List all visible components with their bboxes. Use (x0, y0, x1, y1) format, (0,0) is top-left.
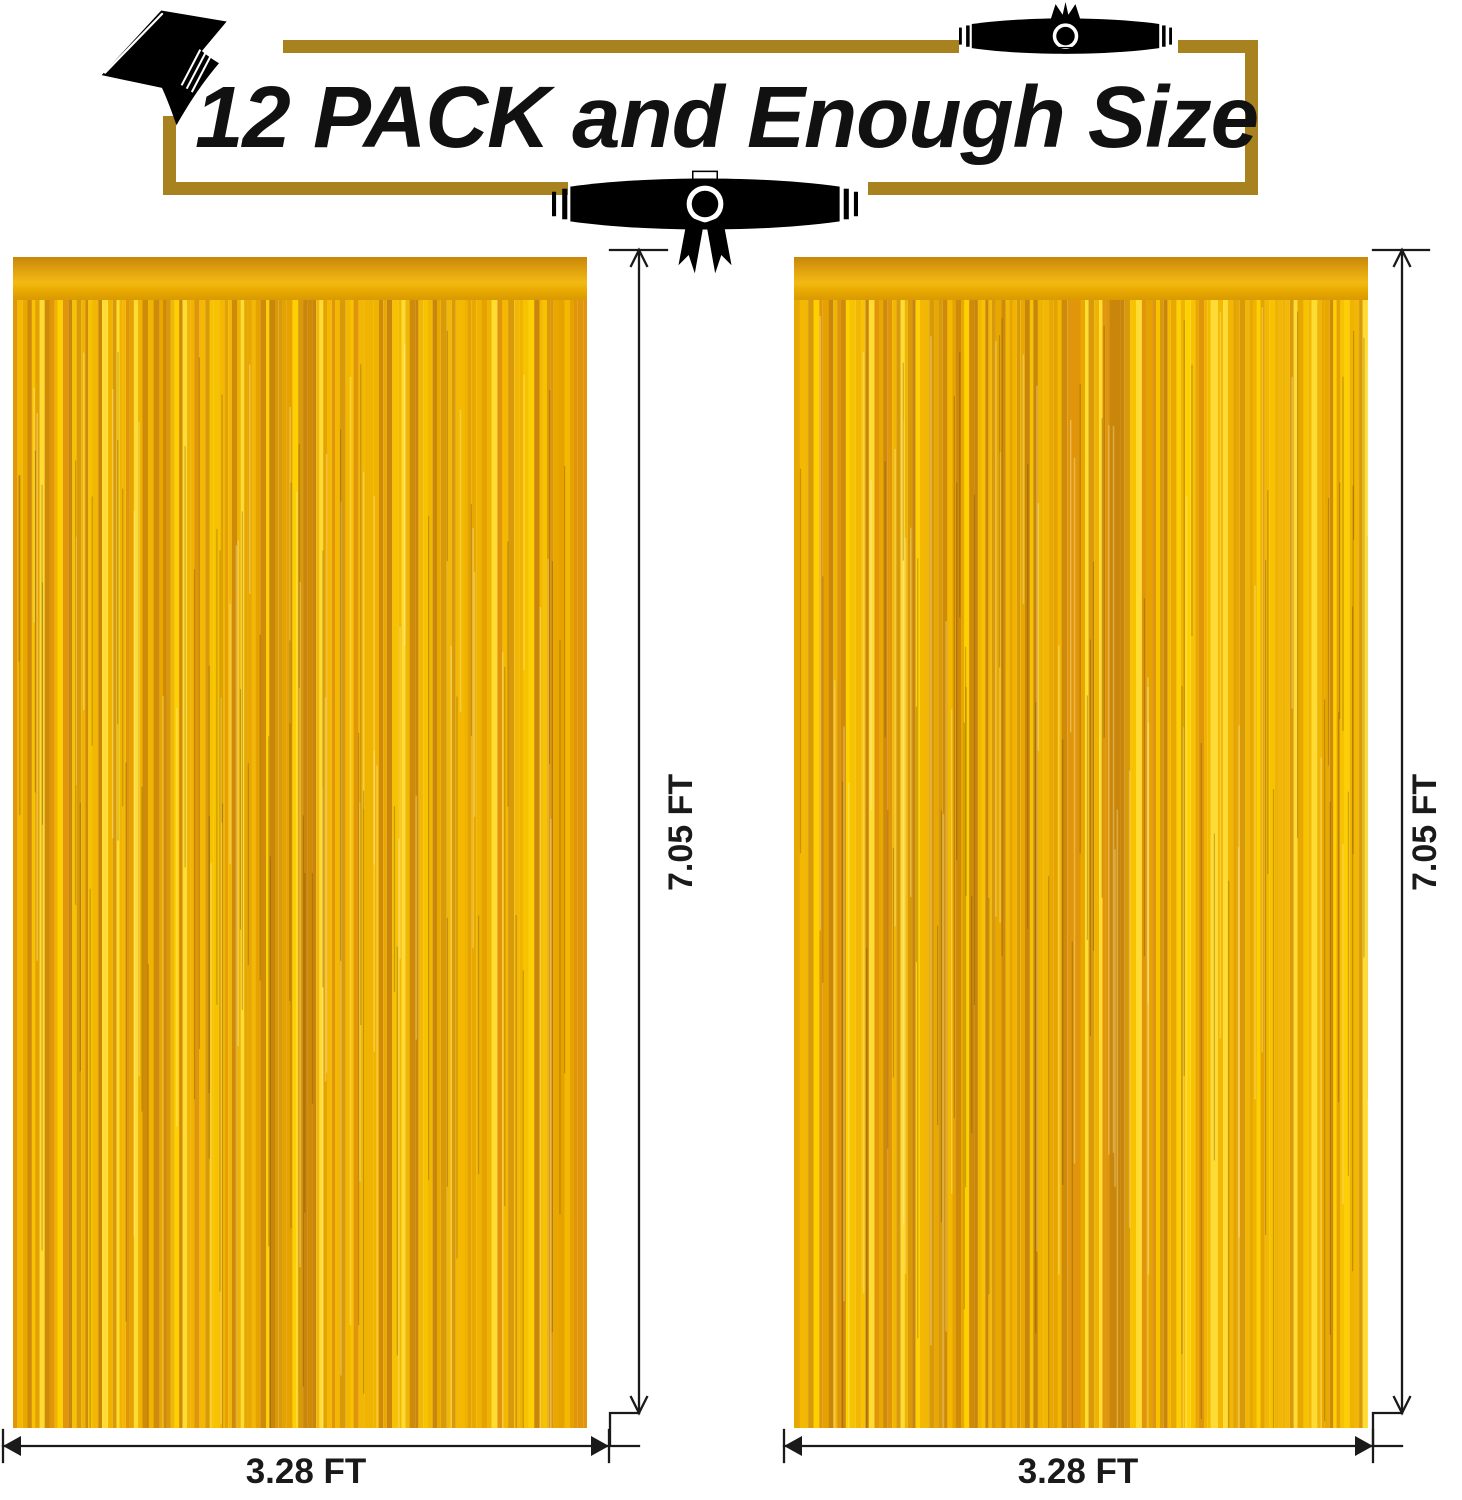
svg-text:3.28 FT: 3.28 FT (1018, 1452, 1139, 1491)
svg-text:3.28 FT: 3.28 FT (246, 1452, 367, 1491)
